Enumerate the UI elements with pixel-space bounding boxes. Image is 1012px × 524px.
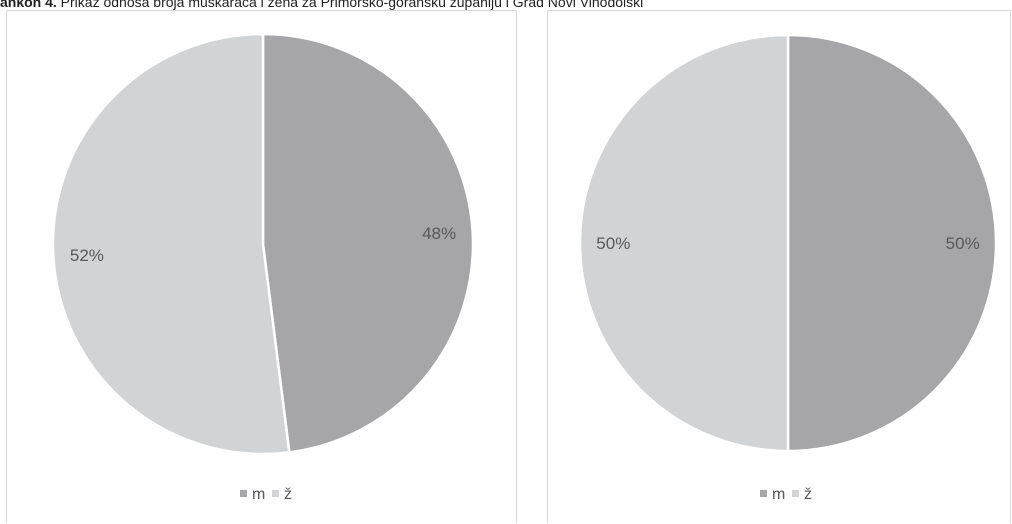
legend-left-swatch-m [240, 490, 247, 497]
legend-right-label-ž: ž [804, 486, 812, 503]
pie-chart-left: 48% 52% m ž [51, 32, 475, 503]
chart-panel-left: 48% 52% m ž [6, 10, 517, 523]
legend-left-label-m: m [252, 486, 265, 503]
figure-caption-text: Prikaz odnosa broja muškaraca i žena za … [56, 0, 644, 10]
legend-right-swatch-ž [792, 490, 799, 497]
pie-left-slice-ž [51, 32, 291, 456]
legend-left-label-ž: ž [284, 486, 292, 503]
figure-caption-number: ankon 4. [0, 0, 57, 10]
figure-caption: ankon 4. Prikaz odnosa broja muškaraca i… [0, 0, 643, 12]
pie-left-slice-m [261, 32, 475, 454]
pie-right-label-m: 50% [946, 234, 980, 253]
legend-right-label-m: m [772, 486, 785, 503]
pie-right-slice-ž [578, 33, 790, 453]
legend-left-swatch-ž [272, 490, 279, 497]
pie-chart-right: 50% 50% m ž [578, 33, 998, 503]
chart-panel-right: 50% 50% m ž [547, 10, 1011, 523]
pie-right-label-ž: 50% [596, 234, 630, 253]
pie-left-label-m: 48% [422, 224, 456, 243]
legend-right-swatch-m [760, 490, 767, 497]
pie-right-slice-m [786, 33, 998, 453]
pie-left-label-ž: 52% [70, 246, 104, 265]
